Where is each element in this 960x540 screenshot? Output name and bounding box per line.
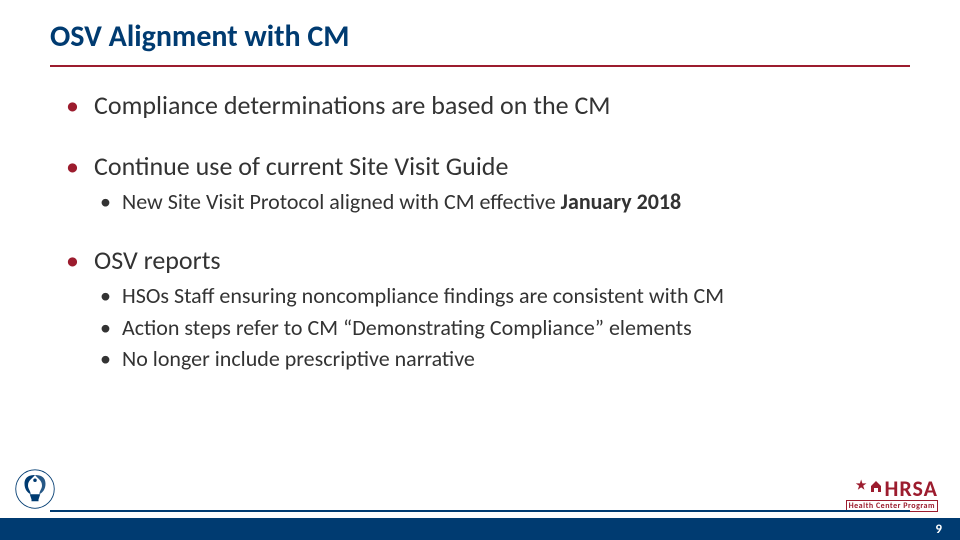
bullet-item: Compliance determinations are based on t… — [60, 89, 900, 122]
sub-bullet-bold: January 2018 — [561, 188, 682, 215]
sub-bullet-pre: No longer include prescriptive narrative — [122, 345, 475, 372]
footer: 9 — [0, 510, 960, 540]
sub-bullet-list: New Site Visit Protocol aligned with CM … — [94, 188, 900, 216]
sub-bullet-list: HSOs Staff ensuring noncompliance findin… — [94, 282, 900, 373]
bullet-list: Compliance determinations are based on t… — [60, 89, 900, 373]
content-area: Compliance determinations are based on t… — [0, 67, 960, 373]
bullet-item: OSV reports HSOs Staff ensuring noncompl… — [60, 244, 900, 373]
hrsa-logo-main: ★ HRSA — [856, 479, 938, 499]
sub-bullet-pre: Action steps refer to CM “Demonstrating … — [122, 314, 692, 341]
page-number: 9 — [935, 522, 942, 537]
sub-bullet-item: No longer include prescriptive narrative — [94, 345, 900, 373]
sub-bullet-item: HSOs Staff ensuring noncompliance findin… — [94, 282, 900, 310]
sub-bullet-item: Action steps refer to CM “Demonstrating … — [94, 314, 900, 342]
slide: OSV Alignment with CM Compliance determi… — [0, 0, 960, 540]
sub-bullet-pre: HSOs Staff ensuring noncompliance findin… — [122, 282, 724, 309]
bullet-item: Continue use of current Site Visit Guide… — [60, 150, 900, 216]
bullet-text: Continue use of current Site Visit Guide — [94, 150, 508, 182]
hrsa-logo: ★ HRSA Health Center Program — [846, 479, 938, 512]
slide-title: OSV Alignment with CM — [0, 0, 960, 65]
bullet-text: OSV reports — [94, 244, 221, 276]
bullet-text: Compliance determinations are based on t… — [94, 89, 611, 121]
hhs-logo — [14, 468, 56, 510]
house-icon — [869, 479, 883, 496]
footer-bar: 9 — [0, 518, 960, 540]
sub-bullet-pre: New Site Visit Protocol aligned with CM … — [122, 188, 561, 215]
hrsa-logo-text: HRSA — [884, 479, 938, 499]
star-icon: ★ — [856, 481, 868, 492]
footer-line — [50, 510, 910, 512]
sub-bullet-item: New Site Visit Protocol aligned with CM … — [94, 188, 900, 216]
